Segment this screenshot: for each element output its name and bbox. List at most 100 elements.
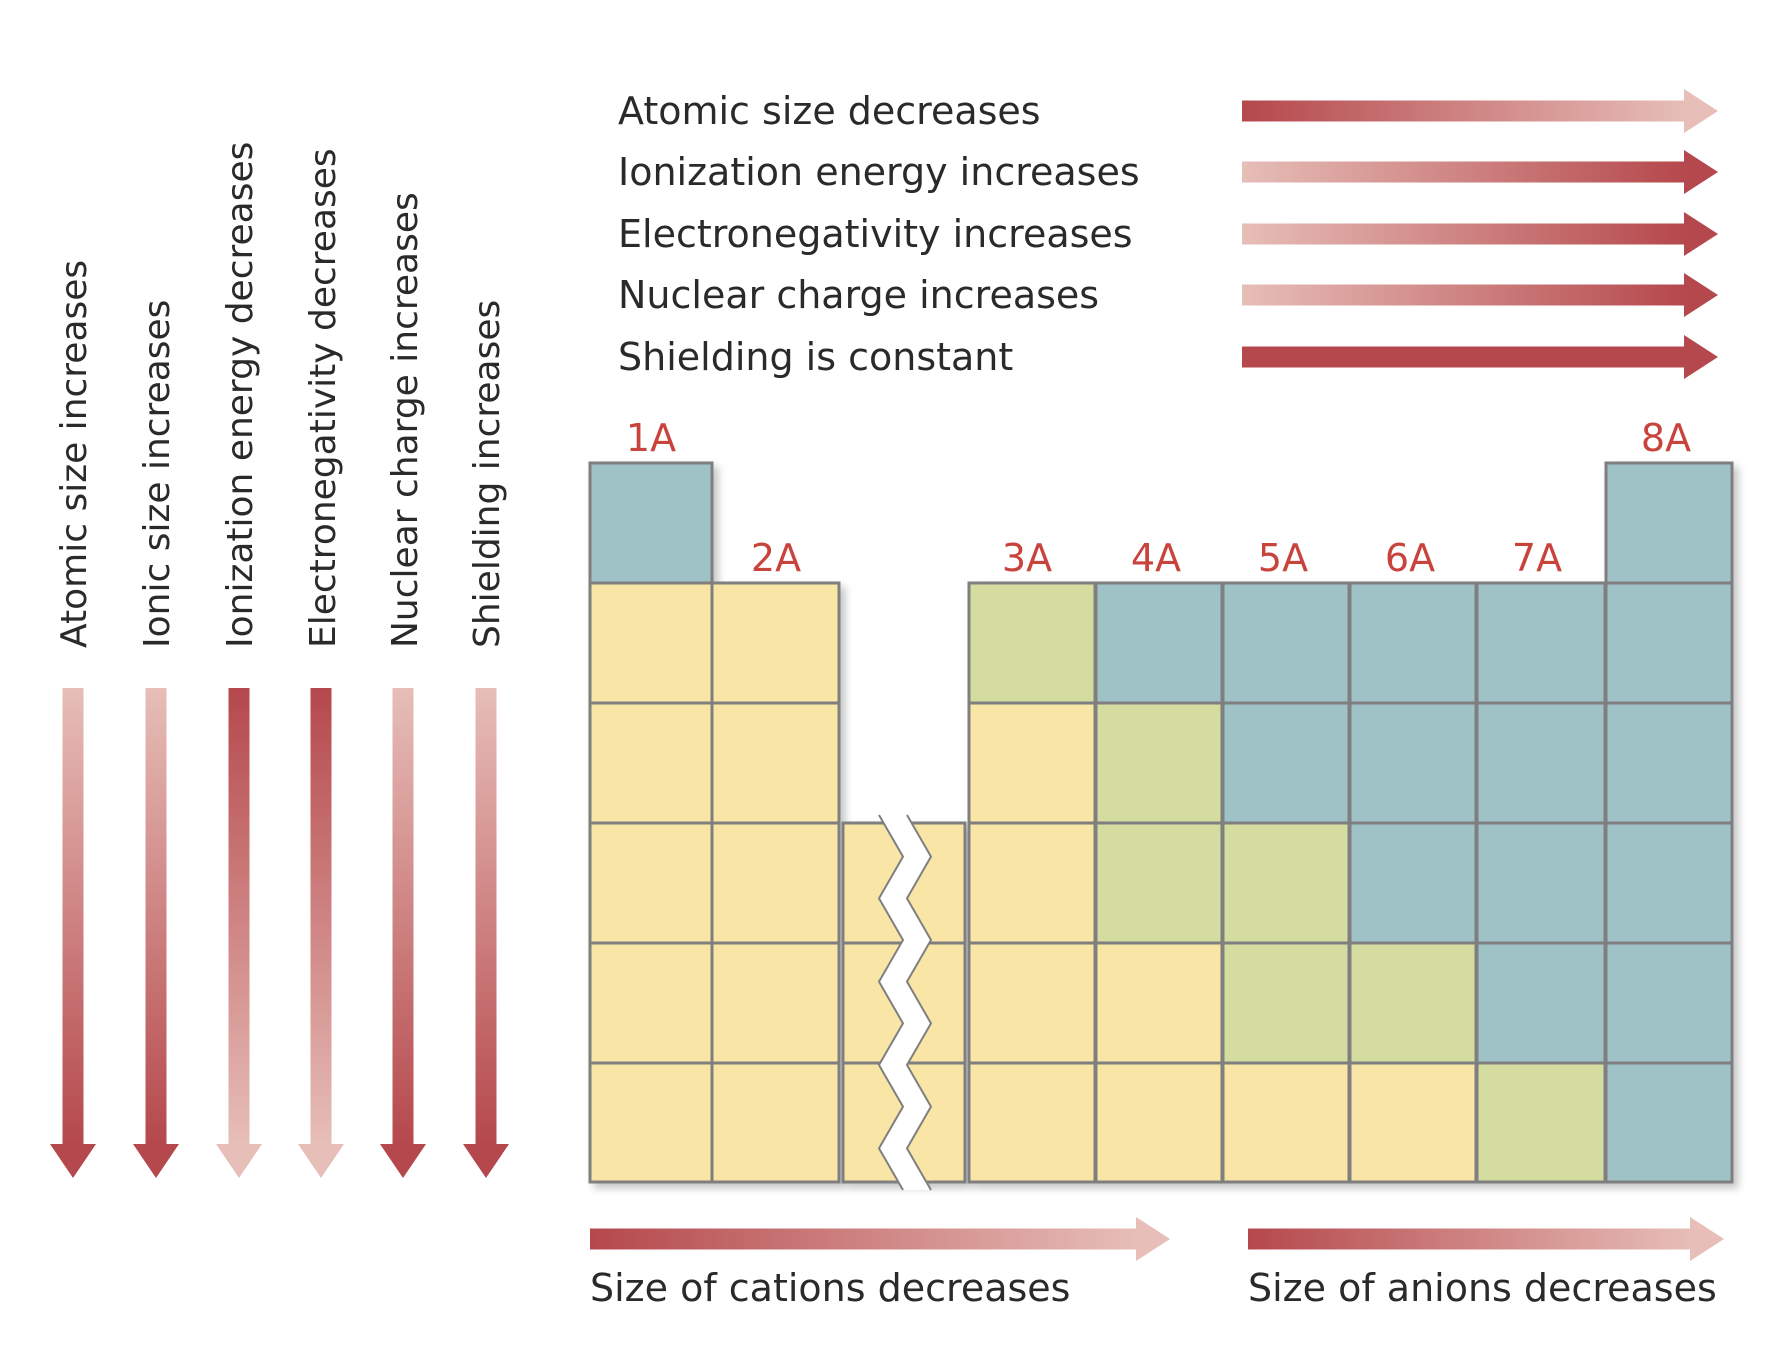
cell-1a-period-4: [588, 821, 714, 945]
vertical-trend-label: Electronegativity decreases: [303, 148, 344, 648]
cell-1a-period-1: [588, 461, 714, 585]
right-arrow-icon: [1242, 89, 1718, 133]
down-arrow-icon: [50, 688, 96, 1178]
arrow-shaft: [62, 688, 84, 1145]
right-arrow-icon: [1242, 212, 1718, 256]
arrow-head: [133, 1144, 179, 1178]
group-labels: 1A 2A 3A 4A 5A 6A 7A 8A: [626, 416, 1691, 580]
down-arrow-icon: [298, 688, 344, 1178]
vertical-trend-label: Nuclear charge increases: [385, 192, 426, 648]
right-arrow-icon: [590, 1217, 1170, 1261]
horizontal-trend-label: Electronegativity increases: [618, 212, 1133, 256]
cell-2a-period-5: [710, 941, 841, 1065]
cell-1a-period-2: [588, 581, 714, 705]
arrow-head: [1684, 89, 1718, 133]
cell-4a-period-6: [1094, 1061, 1224, 1184]
bottom-trend-anions: Size of anions decreases: [1248, 1217, 1724, 1310]
vertical-trend-label: Atomic size increases: [54, 260, 95, 648]
arrow-head: [1136, 1217, 1170, 1261]
cell-2a-period-3: [710, 701, 841, 825]
cell-4a-period-4: [1094, 821, 1224, 945]
cell-5a-period-3: [1221, 701, 1351, 825]
horizontal-trend-label: Ionization energy increases: [618, 150, 1140, 194]
vertical-trends: Atomic size increases Ionic size increas…: [50, 142, 509, 1178]
horizontal-trend-label: Shielding is constant: [618, 335, 1013, 379]
arrow-head: [1684, 273, 1718, 317]
cell-3a-period-6: [967, 1061, 1097, 1184]
arrow-head: [1690, 1217, 1724, 1261]
horizontal-trend-nuclear-charge: Nuclear charge increases: [618, 273, 1718, 317]
bottom-trends: Size of cations decreases Size of anions…: [590, 1217, 1724, 1310]
horizontal-trend-ionization-energy: Ionization energy increases: [618, 150, 1718, 194]
bottom-trend-label: Size of anions decreases: [1248, 1266, 1717, 1310]
cell-8a-period-4: [1604, 821, 1734, 945]
arrow-shaft: [1242, 100, 1685, 122]
arrow-head: [380, 1144, 426, 1178]
horizontal-trends: Atomic size decreases Ionization energy …: [618, 89, 1718, 379]
arrow-head: [1684, 150, 1718, 194]
down-arrow-icon: [463, 688, 509, 1178]
cell-7a-period-5: [1475, 941, 1607, 1065]
down-arrow-icon: [216, 688, 262, 1178]
vertical-trend-electronegativity: Electronegativity decreases: [298, 148, 344, 1178]
cell-4a-period-5: [1094, 941, 1224, 1065]
bottom-trend-label: Size of cations decreases: [590, 1266, 1070, 1310]
cell-1a-period-6: [588, 1061, 714, 1184]
cell-5a-period-6: [1221, 1061, 1351, 1184]
cell-1a-period-5: [588, 941, 714, 1065]
cell-5a-period-2: [1221, 581, 1351, 705]
cell-2a-period-6: [710, 1061, 841, 1184]
cell-6a-period-3: [1348, 701, 1478, 825]
right-arrow-icon: [1242, 273, 1718, 317]
arrow-shaft: [1242, 161, 1685, 183]
arrow-shaft: [145, 688, 167, 1145]
horizontal-trend-label: Nuclear charge increases: [618, 273, 1099, 317]
arrow-head: [463, 1144, 509, 1178]
vertical-trend-label: Shielding increases: [467, 300, 508, 648]
arrow-head: [298, 1144, 344, 1178]
arrow-shaft: [1242, 223, 1685, 245]
cell-5a-period-4: [1221, 821, 1351, 945]
arrow-shaft: [590, 1228, 1137, 1250]
cell-3a-period-4: [967, 821, 1097, 945]
vertical-trend-label: Ionization energy decreases: [220, 142, 261, 648]
right-arrow-icon: [1242, 150, 1718, 194]
vertical-trend-ionic-size: Ionic size increases: [133, 300, 179, 1178]
arrow-shaft: [1242, 284, 1685, 306]
group-label-2a: 2A: [751, 536, 801, 580]
vertical-trend-shielding: Shielding increases: [463, 300, 509, 1178]
arrow-shaft: [392, 688, 414, 1145]
arrow-head: [50, 1144, 96, 1178]
down-arrow-icon: [133, 688, 179, 1178]
cell-6a-period-5: [1348, 941, 1478, 1065]
cell-5a-period-5: [1221, 941, 1351, 1065]
vertical-trend-label: Ionic size increases: [137, 300, 178, 648]
group-label-7a: 7A: [1512, 536, 1562, 580]
down-arrow-icon: [380, 688, 426, 1178]
cell-8a-period-5: [1604, 941, 1734, 1065]
vertical-trend-nuclear-charge: Nuclear charge increases: [380, 192, 426, 1178]
group-label-4a: 4A: [1131, 536, 1181, 580]
arrow-shaft: [1242, 346, 1685, 368]
cell-8a-period-2: [1604, 581, 1734, 705]
break-gap: [879, 815, 931, 1190]
transition-break: [877, 814, 933, 1191]
cell-8a-period-3: [1604, 701, 1734, 825]
group-label-3a: 3A: [1002, 536, 1052, 580]
arrow-shaft: [310, 688, 332, 1145]
horizontal-trend-shielding: Shielding is constant: [618, 335, 1718, 379]
cell-3a-period-5: [967, 941, 1097, 1065]
arrow-shaft: [228, 688, 250, 1145]
cell-2a-period-4: [710, 821, 841, 945]
group-label-8a: 8A: [1641, 416, 1691, 460]
cell-3a-period-2: [967, 581, 1097, 705]
break-edge-left: [877, 814, 905, 1191]
right-arrow-icon: [1242, 335, 1718, 379]
cell-7a-period-4: [1475, 821, 1607, 945]
horizontal-trend-label: Atomic size decreases: [618, 89, 1041, 133]
cell-7a-period-3: [1475, 701, 1607, 825]
periodic-table-outline: [588, 461, 1734, 1184]
bottom-trend-cations: Size of cations decreases: [590, 1217, 1170, 1310]
group-label-6a: 6A: [1385, 536, 1435, 580]
